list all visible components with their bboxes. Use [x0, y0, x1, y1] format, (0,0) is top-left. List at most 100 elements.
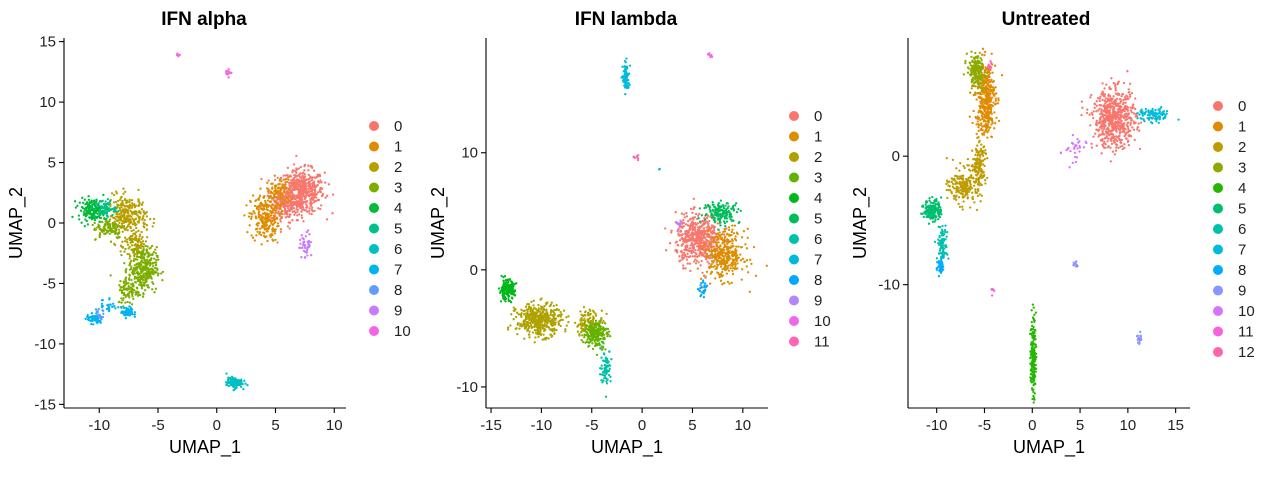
data-point [99, 321, 102, 324]
data-point [707, 262, 711, 265]
data-point [540, 297, 543, 300]
data-point [235, 383, 238, 386]
data-point [135, 268, 138, 271]
data-point [742, 230, 746, 233]
data-point [734, 263, 737, 266]
data-point [137, 263, 140, 266]
x-tick-label: 5 [271, 417, 279, 434]
data-point [294, 202, 297, 205]
data-point [719, 244, 722, 247]
legend-swatch [369, 141, 379, 152]
data-point [311, 166, 314, 169]
data-point [707, 235, 710, 238]
data-point [530, 326, 533, 329]
data-point [598, 337, 601, 341]
data-point [549, 310, 553, 313]
data-point [512, 293, 515, 296]
data-point [128, 203, 132, 206]
data-point [603, 322, 607, 325]
data-point [734, 258, 737, 261]
data-point [278, 189, 282, 193]
data-point [739, 259, 743, 262]
data-point [285, 180, 289, 184]
data-point [132, 251, 136, 254]
data-point [97, 224, 101, 228]
data-point [726, 242, 729, 245]
data-point [716, 259, 719, 262]
data-point [300, 216, 304, 220]
data-point [537, 316, 540, 319]
data-point [299, 186, 302, 189]
data-point [258, 194, 262, 197]
data-point [713, 213, 717, 216]
data-point [506, 278, 509, 281]
data-point [676, 229, 680, 232]
data-point [622, 70, 625, 73]
data-point [739, 209, 742, 213]
umap-panel-1: IFN alpha-10 -5 0 5 10-15-10-5051015UMAP_1UM… [6, 9, 411, 458]
cluster-7-points [620, 57, 661, 171]
data-point [534, 325, 538, 328]
legend-label: 6 [394, 241, 402, 258]
data-point [123, 212, 126, 216]
data-point [296, 188, 299, 191]
data-point [295, 167, 298, 170]
data-point [90, 214, 93, 217]
data-point [141, 265, 144, 268]
data-point [719, 253, 722, 256]
data-point [138, 244, 142, 248]
data-point [92, 211, 96, 214]
data-point [539, 305, 543, 308]
data-point [107, 303, 110, 306]
data-point [124, 269, 127, 272]
data-point [155, 245, 158, 249]
data-point [547, 326, 551, 329]
data-point [583, 322, 586, 325]
data-point [1106, 140, 1109, 143]
data-point [689, 244, 692, 247]
data-point [300, 195, 304, 198]
data-point [727, 246, 731, 249]
data-point [679, 234, 682, 237]
data-point [714, 277, 717, 280]
data-point [525, 317, 528, 320]
data-point [1085, 111, 1089, 115]
data-point [721, 204, 725, 207]
data-point [263, 236, 267, 239]
data-point [605, 380, 608, 383]
data-point [131, 282, 134, 285]
data-point [120, 290, 124, 294]
data-point [118, 198, 122, 202]
legend-label: 7 [814, 252, 822, 269]
data-point [687, 255, 691, 259]
data-point [300, 192, 303, 195]
data-point [127, 223, 130, 226]
data-point [108, 298, 111, 301]
data-point [133, 264, 136, 267]
data-point [734, 235, 737, 238]
data-point [273, 205, 277, 208]
data-point [500, 274, 503, 278]
data-point [298, 206, 302, 209]
data-point [728, 250, 731, 253]
data-point [122, 221, 125, 224]
data-point [128, 257, 131, 260]
data-point [135, 244, 138, 248]
data-point [306, 229, 310, 232]
data-point [740, 246, 743, 249]
data-point [121, 286, 124, 289]
data-point [113, 221, 116, 224]
data-point [694, 255, 697, 258]
data-point [161, 270, 165, 274]
data-point [515, 311, 519, 314]
data-point [128, 214, 132, 217]
y-tick-label: 10 [461, 145, 478, 162]
data-point [129, 241, 132, 244]
data-point [321, 194, 324, 197]
data-point [143, 268, 146, 271]
data-point [111, 305, 114, 308]
data-point [608, 335, 612, 338]
data-point [225, 72, 228, 75]
data-point [278, 179, 281, 182]
data-point [123, 262, 126, 265]
